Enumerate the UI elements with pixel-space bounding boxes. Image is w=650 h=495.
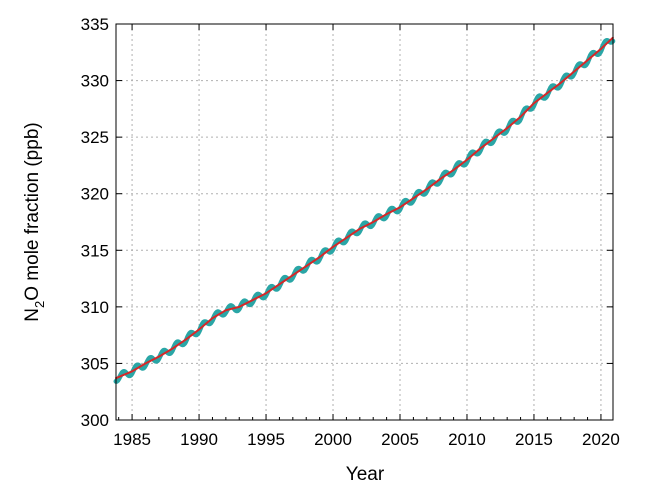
y-tick-label: 305 <box>81 354 109 373</box>
x-tick-label: 2005 <box>381 430 419 449</box>
y-tick-label: 300 <box>81 411 109 430</box>
series-line-monthly <box>113 38 616 384</box>
y-axis-title-subscript: 2 <box>32 301 47 308</box>
y-axis-title-rest: O mole fraction (ppb) <box>22 122 43 300</box>
y-tick-label: 310 <box>81 298 109 317</box>
x-tick-label: 1985 <box>113 430 151 449</box>
x-tick-label: 2020 <box>582 430 620 449</box>
series-group <box>113 36 616 384</box>
y-axis-tick-labels: 300 305 310 315 320 325 330 335 <box>81 15 109 430</box>
y-axis-title: N2O mole fraction (ppb) <box>22 122 47 321</box>
y-tick-label: 335 <box>81 15 109 34</box>
axis-ticks <box>116 23 613 421</box>
y-tick-label: 320 <box>81 185 109 204</box>
x-tick-label: 2015 <box>515 430 553 449</box>
grid <box>116 24 613 420</box>
y-tick-label: 325 <box>81 128 109 147</box>
series-line-trend <box>115 36 614 380</box>
x-axis-title: Year <box>346 464 385 485</box>
x-tick-label: 2010 <box>448 430 486 449</box>
y-tick-label: 315 <box>81 241 109 260</box>
plot-frame <box>115 23 614 421</box>
y-axis-title-main: N <box>22 308 43 322</box>
y-tick-label: 330 <box>81 72 109 91</box>
x-tick-label: 1995 <box>247 430 285 449</box>
x-tick-label: 1990 <box>180 430 218 449</box>
x-axis-tick-labels: 1985 1990 1995 2000 2005 2010 2015 2020 <box>113 430 620 449</box>
x-tick-label: 2000 <box>314 430 352 449</box>
